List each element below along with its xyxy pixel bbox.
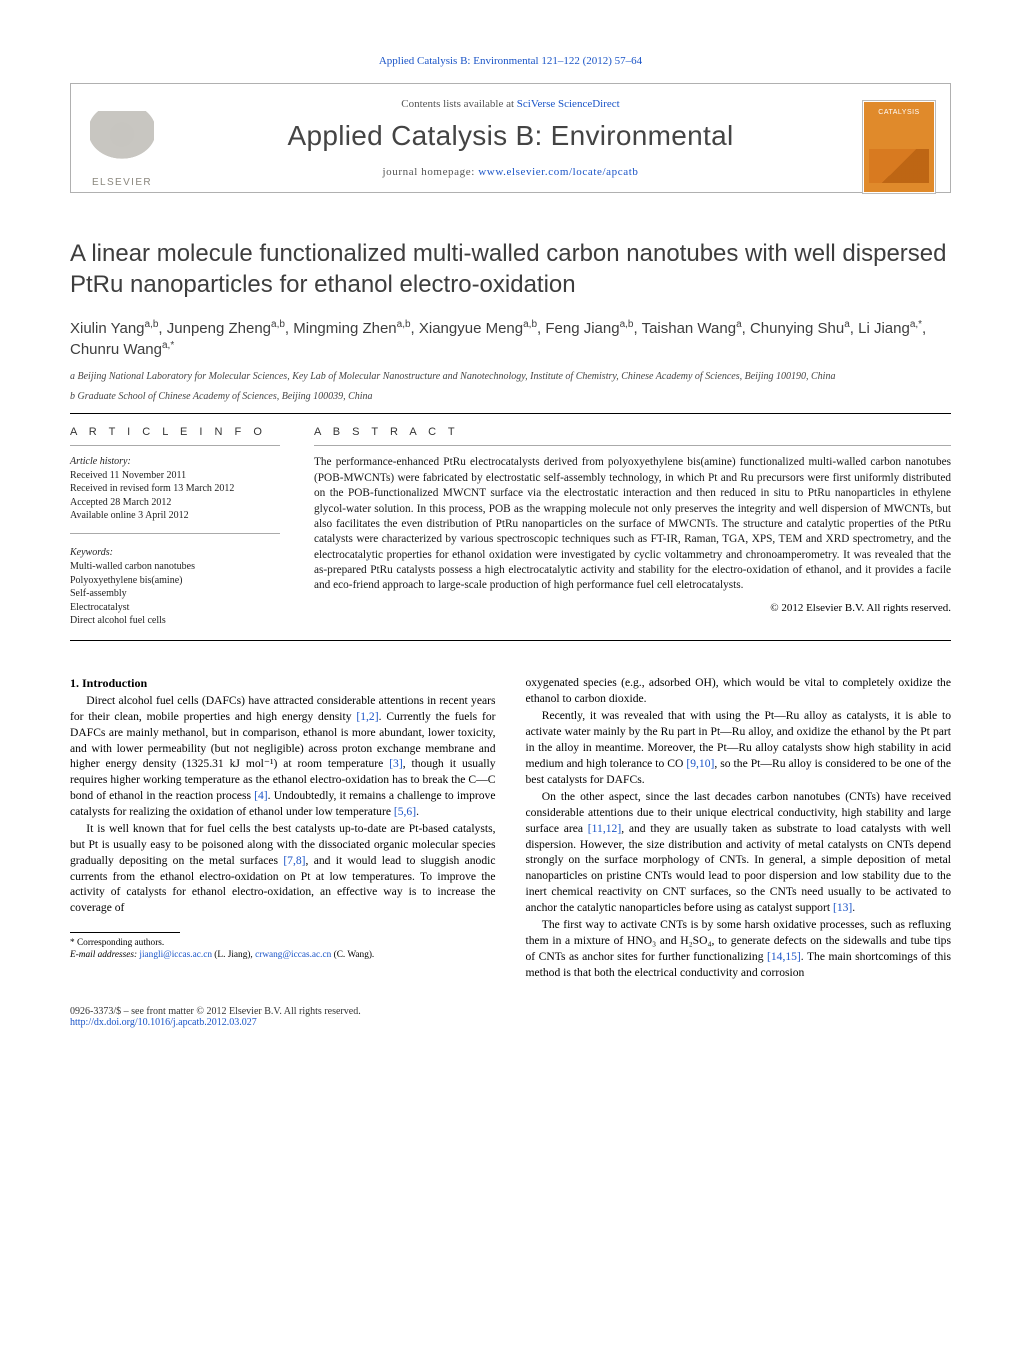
footnotes-block: * Corresponding authors. E-mail addresse…: [70, 937, 496, 961]
sciencedirect-link[interactable]: SciVerse ScienceDirect: [517, 98, 620, 110]
citation-link[interactable]: [14,15]: [767, 950, 801, 963]
citation-link[interactable]: [9,10]: [686, 757, 714, 770]
section-heading: 1. Introduction: [70, 675, 496, 691]
body-paragraph: It is well known that for fuel cells the…: [70, 821, 496, 916]
elsevier-wordmark: ELSEVIER: [92, 177, 152, 188]
history-revised: Received in revised form 13 March 2012: [70, 482, 280, 496]
body-paragraph: On the other aspect, since the last deca…: [526, 789, 952, 915]
keyword-item: Direct alcohol fuel cells: [70, 614, 280, 628]
journal-cover-thumbnail: CATALYSIS: [862, 100, 936, 194]
journal-homepage-line: journal homepage: www.elsevier.com/locat…: [81, 166, 940, 178]
keyword-item: Multi-walled carbon nanotubes: [70, 560, 280, 574]
citation-link[interactable]: [7,8]: [283, 854, 305, 867]
history-online: Available online 3 April 2012: [70, 509, 280, 523]
abstract-text: The performance-enhanced PtRu electrocat…: [314, 446, 951, 593]
doi-link[interactable]: http://dx.doi.org/10.1016/j.apcatb.2012.…: [70, 1017, 257, 1028]
keywords-heading: Keywords:: [70, 546, 280, 560]
email-link[interactable]: crwang@iccas.ac.cn: [255, 950, 331, 960]
citation-link[interactable]: [11,12]: [588, 822, 621, 835]
affiliation-a: a Beijing National Laboratory for Molecu…: [70, 370, 951, 384]
cover-art-band: [869, 149, 929, 183]
abstract-copyright: © 2012 Elsevier B.V. All rights reserved…: [314, 602, 951, 614]
article-history-heading: Article history:: [70, 455, 280, 469]
body-paragraph: The first way to activate CNTs is by som…: [526, 917, 952, 980]
history-accepted: Accepted 28 March 2012: [70, 496, 280, 510]
elsevier-tree-icon: [90, 111, 154, 173]
body-paragraph: Direct alcohol fuel cells (DAFCs) have a…: [70, 693, 496, 819]
body-paragraph: Recently, it was revealed that with usin…: [526, 708, 952, 787]
citation-link[interactable]: [4]: [254, 789, 268, 802]
journal-header-box: ELSEVIER CATALYSIS Contents lists availa…: [70, 83, 951, 193]
author-list: Xiulin Yanga,b, Junpeng Zhenga,b, Mingmi…: [70, 318, 951, 360]
citation-link[interactable]: [5,6]: [394, 805, 416, 818]
article-info-heading: A R T I C L E I N F O: [70, 414, 280, 445]
elsevier-logo: ELSEVIER: [85, 100, 159, 188]
history-received: Received 11 November 2011: [70, 469, 280, 483]
keyword-item: Self-assembly: [70, 587, 280, 601]
abstract-heading: A B S T R A C T: [314, 414, 951, 445]
email-link[interactable]: jiangli@iccas.ac.cn: [139, 950, 212, 960]
front-matter-line: 0926-3373/$ – see front matter © 2012 El…: [70, 1006, 361, 1017]
citation-link[interactable]: [13]: [833, 901, 852, 914]
footnote-separator: [70, 932, 180, 933]
journal-reference: Applied Catalysis B: Environmental 121–1…: [70, 55, 951, 67]
body-paragraph: oxygenated species (e.g., adsorbed OH), …: [526, 675, 952, 707]
journal-reference-link[interactable]: Applied Catalysis B: Environmental 121–1…: [379, 55, 642, 67]
divider-info-2: [70, 533, 280, 534]
email-addresses-line: E-mail addresses: jiangli@iccas.ac.cn (L…: [70, 949, 496, 961]
citation-link[interactable]: [3]: [389, 757, 403, 770]
page-footer: 0926-3373/$ – see front matter © 2012 El…: [70, 1006, 951, 1028]
citation-link[interactable]: [1,2]: [356, 710, 378, 723]
corresponding-authors-note: * Corresponding authors.: [70, 937, 496, 949]
journal-homepage-link[interactable]: www.elsevier.com/locate/apcatb: [478, 166, 638, 178]
journal-cover-label: CATALYSIS: [878, 109, 919, 116]
article-title: A linear molecule functionalized multi-w…: [70, 239, 951, 300]
body-two-column: 1. Introduction Direct alcohol fuel cell…: [70, 675, 951, 981]
journal-title: Applied Catalysis B: Environmental: [81, 120, 940, 152]
divider-rule-bottom: [70, 640, 951, 641]
keyword-item: Polyoxyethylene bis(amine): [70, 574, 280, 588]
keyword-item: Electrocatalyst: [70, 601, 280, 615]
affiliation-b: b Graduate School of Chinese Academy of …: [70, 390, 951, 404]
contents-available-line: Contents lists available at SciVerse Sci…: [81, 98, 940, 110]
